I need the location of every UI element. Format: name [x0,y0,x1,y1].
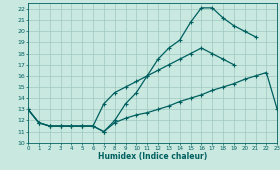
X-axis label: Humidex (Indice chaleur): Humidex (Indice chaleur) [98,152,207,161]
